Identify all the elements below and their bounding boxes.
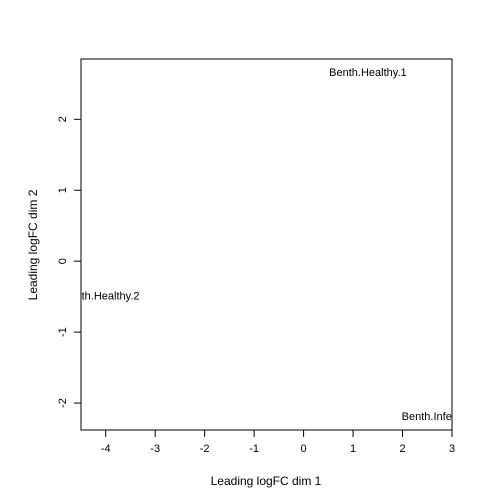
point-label: Benth.Healthy.2: [62, 291, 139, 303]
x-tick-label: 0: [301, 443, 307, 455]
plot-frame: [80, 58, 453, 431]
point-label: Benth.Infected: [402, 411, 473, 423]
y-axis: -2 -1 0 1 2: [57, 116, 81, 408]
x-tick-label: -4: [101, 443, 111, 455]
x-tick-label: -1: [249, 443, 259, 455]
y-axis-label: Leading logFC dim 2: [26, 189, 40, 300]
x-tick-label: 1: [350, 443, 356, 455]
y-tick-label: -2: [57, 398, 69, 408]
y-tick-label: 0: [57, 258, 69, 264]
y-tick-label: -1: [57, 327, 69, 337]
x-tick-label: -3: [150, 443, 160, 455]
x-axis: -4 -3 -2 -1 0 1 2 3: [101, 430, 455, 455]
x-axis-label: Leading logFC dim 1: [211, 474, 322, 488]
point-label: Benth.Healthy.1: [329, 67, 406, 79]
x-tick-label: 2: [399, 443, 405, 455]
y-tick-label: 1: [57, 187, 69, 193]
x-tick-label: 3: [449, 443, 455, 455]
y-tick-label: 2: [57, 116, 69, 122]
x-tick-label: -2: [200, 443, 210, 455]
point-labels: Benth.Healthy.1 Benth.Healthy.2 Benth.Infe…: [62, 67, 473, 423]
